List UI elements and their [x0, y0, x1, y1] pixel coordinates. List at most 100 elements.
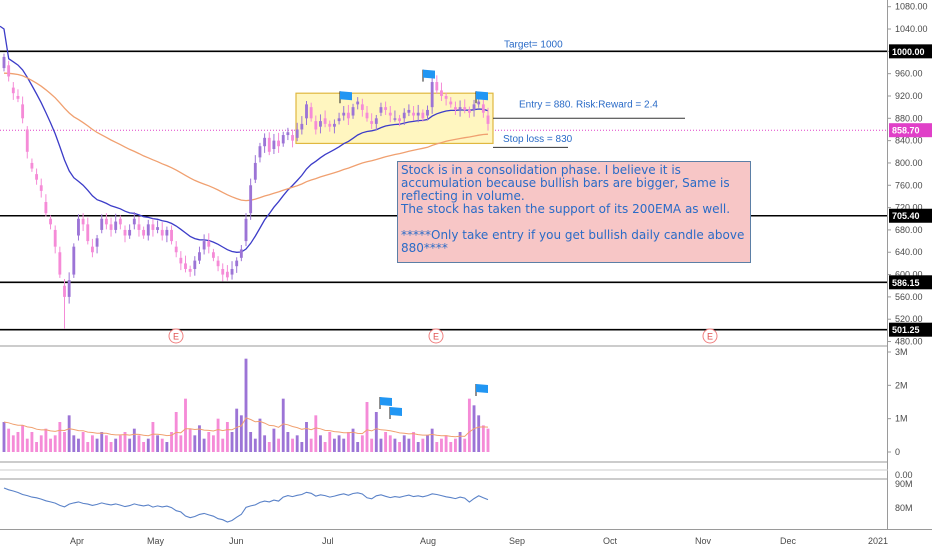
volume-bar [114, 438, 118, 452]
volume-bar [319, 435, 322, 452]
time-axis-label: Jun [229, 536, 244, 546]
candles [2, 53, 490, 329]
candle-body [156, 227, 160, 230]
candle-body [309, 107, 313, 119]
candle-body [402, 112, 406, 119]
volume-bar [184, 398, 187, 452]
candle-body [7, 65, 11, 77]
volume-bar [90, 435, 94, 452]
candle-body [179, 257, 183, 264]
earnings-marker-label: E [173, 332, 179, 342]
volume-bar [67, 415, 71, 452]
candle-body [249, 185, 253, 214]
price-label-box[interactable] [889, 322, 932, 337]
annotations[interactable]: Target= 1000 Entry = 880. Risk:Reward = 2… [339, 39, 685, 419]
analysis-note[interactable]: Stock is in a consolidation phase. I bel… [397, 161, 751, 263]
volume-bar [379, 438, 383, 452]
earnings-marker[interactable] [702, 328, 718, 344]
target-label: Target= 1000 [504, 39, 563, 50]
volume-bar [58, 422, 62, 452]
price-label-text: 501.25 [892, 325, 920, 335]
candle-body [365, 112, 369, 119]
volume-bar [35, 442, 39, 452]
volume-bar [291, 438, 294, 452]
note-line-2: The stock has taken the support of its 2… [401, 202, 731, 216]
price-tick-label: 1040.00 [895, 24, 928, 34]
indicator-tick-label: 90M [895, 479, 913, 489]
price-label-box[interactable] [889, 44, 932, 59]
price-label-text: 586.15 [892, 278, 920, 288]
candle-body [104, 218, 108, 225]
candle-body [63, 285, 66, 297]
volume-bar [179, 435, 183, 452]
volume-bar [263, 435, 267, 452]
candle-body [16, 95, 20, 99]
candle-body [435, 82, 439, 91]
price-tick-label: 880.00 [895, 113, 923, 123]
volume-bar [11, 435, 15, 452]
volume-bar [109, 442, 113, 452]
candle-body [314, 121, 318, 130]
volume-bar [370, 438, 374, 452]
candle-body [263, 137, 267, 147]
candle-body [202, 241, 206, 250]
volume-bar [146, 438, 150, 452]
volume-bar [277, 438, 281, 452]
volume-bar [407, 438, 411, 452]
candle-body [174, 246, 178, 253]
volume-bar [314, 415, 318, 452]
volume-bar [211, 435, 215, 452]
time-axis[interactable]: Apr May Jun Jul Aug Sep Oct Nov Dec 2021 [70, 536, 888, 546]
earnings-marker[interactable] [428, 328, 444, 344]
price-tick-label: 1080.00 [895, 2, 928, 12]
candle-body [295, 129, 299, 138]
candle-body [137, 224, 141, 230]
volume-bar [151, 422, 155, 452]
volume-bar [30, 432, 34, 452]
candle-body [95, 238, 99, 247]
candle-body [132, 218, 136, 225]
price-tick-label: 680.00 [895, 225, 923, 235]
price-tick-label: 920.00 [895, 91, 923, 101]
candle-body [356, 101, 360, 105]
volume-bar [225, 422, 229, 452]
candle-body [444, 95, 448, 99]
earnings-marker[interactable] [168, 328, 184, 344]
volume-bar [416, 442, 420, 452]
candle-body [486, 115, 490, 124]
price-label-text: 1000.00 [892, 47, 925, 57]
moving-averages [0, 25, 489, 253]
price-axis[interactable]: 1080.00 1040.00 1000.00 960.00 920.00 880.00 8… [887, 2, 932, 513]
candle-body [216, 260, 220, 267]
candle-body [35, 174, 39, 180]
volume-bar [72, 435, 76, 452]
flag-icon [390, 407, 402, 416]
time-axis-label: Sep [509, 536, 525, 546]
volume-bar [235, 408, 239, 452]
volume-bar [328, 432, 332, 452]
price-label-box[interactable] [889, 275, 932, 290]
time-axis-label: Jul [322, 536, 334, 546]
volume-bar [44, 428, 48, 452]
volume-bar [249, 432, 253, 452]
volume-bar [156, 435, 160, 452]
candle-body [151, 224, 155, 230]
price-label-text: 858.70 [892, 126, 920, 136]
candle-body [211, 252, 215, 258]
candle-body [360, 104, 364, 110]
volume-bar [402, 435, 406, 452]
indicator-tick-label: 0.00 [895, 470, 913, 480]
volume-bar [49, 438, 52, 452]
price-label-box[interactable] [889, 208, 932, 223]
candle-body [90, 246, 94, 253]
volume-bar [77, 438, 80, 452]
candle-body [146, 224, 150, 236]
candle-body [44, 202, 48, 214]
volume-bar [207, 432, 211, 452]
price-label-box[interactable] [889, 123, 932, 138]
volume-bar [281, 398, 285, 452]
candle-body [253, 162, 257, 180]
candle-body [114, 221, 118, 230]
